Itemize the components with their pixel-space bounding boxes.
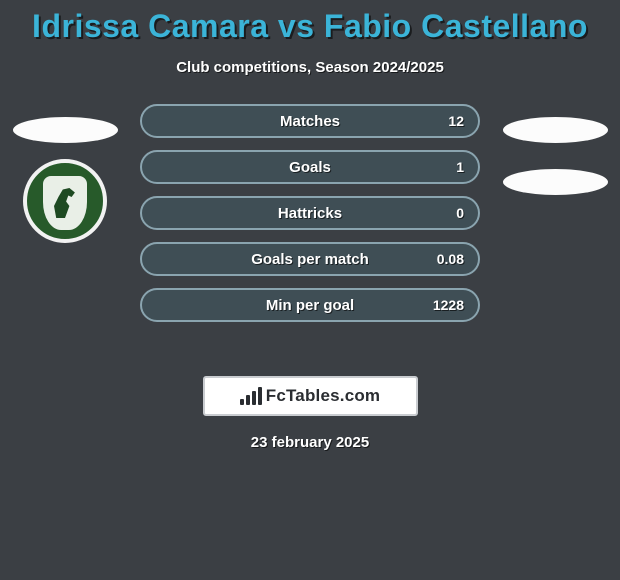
left-club-crest-slot — [0, 156, 130, 246]
subtitle: Club competitions, Season 2024/2025 — [0, 59, 620, 76]
stat-label: Goals per match — [251, 251, 369, 268]
stat-value: 0.08 — [437, 251, 464, 267]
right-player-badge-slot-2 — [490, 156, 620, 208]
stat-row-min-per-goal: Min per goal 1228 — [140, 288, 480, 322]
stat-row-matches: Matches 12 — [140, 104, 480, 138]
content-area: Matches 12 Goals 1 Hattricks 0 Goals per… — [0, 104, 620, 364]
left-player-col — [0, 104, 130, 246]
player-badge-oval — [503, 117, 608, 143]
brand-badge[interactable]: FcTables.com — [203, 376, 418, 416]
stat-row-goals-per-match: Goals per match 0.08 — [140, 242, 480, 276]
stat-label: Goals — [289, 159, 331, 176]
stat-label: Matches — [280, 113, 340, 130]
left-player-badge-slot — [0, 104, 130, 156]
right-player-col — [490, 104, 620, 208]
stat-value: 12 — [448, 113, 464, 129]
stat-label: Min per goal — [266, 297, 354, 314]
player-badge-oval — [503, 169, 608, 195]
club-crest — [23, 159, 107, 243]
player-badge-oval — [13, 117, 118, 143]
stat-value: 0 — [456, 205, 464, 221]
stat-value: 1 — [456, 159, 464, 175]
stat-value: 1228 — [433, 297, 464, 313]
stat-label: Hattricks — [278, 205, 342, 222]
bar-chart-icon — [240, 387, 262, 405]
date-label: 23 february 2025 — [0, 434, 620, 451]
page-title: Idrissa Camara vs Fabio Castellano — [0, 0, 620, 45]
comparison-card: Idrissa Camara vs Fabio Castellano Club … — [0, 0, 620, 580]
stat-bars: Matches 12 Goals 1 Hattricks 0 Goals per… — [140, 104, 480, 334]
right-player-badge-slot-1 — [490, 104, 620, 156]
stat-row-hattricks: Hattricks 0 — [140, 196, 480, 230]
brand-text: FcTables.com — [266, 386, 381, 406]
crest-horse-icon — [54, 188, 76, 218]
stat-row-goals: Goals 1 — [140, 150, 480, 184]
crest-shield — [43, 176, 87, 230]
